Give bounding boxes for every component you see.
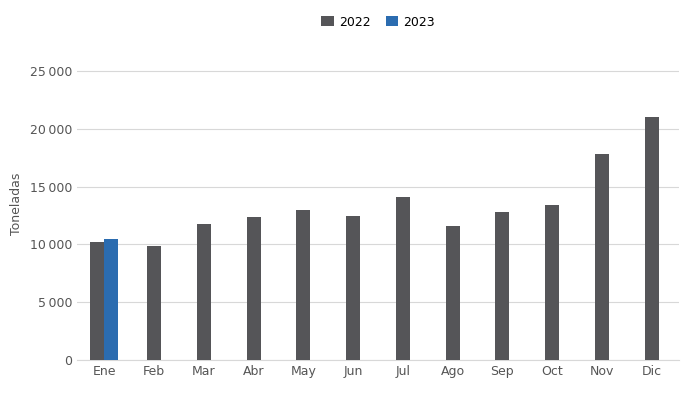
- Bar: [246, 217, 260, 360]
- Bar: [296, 210, 310, 360]
- Bar: [346, 216, 360, 360]
- Bar: [197, 224, 211, 360]
- Bar: [496, 212, 510, 360]
- Legend: 2022, 2023: 2022, 2023: [316, 10, 440, 34]
- Y-axis label: Toneladas: Toneladas: [10, 173, 23, 235]
- Bar: [446, 226, 460, 360]
- Bar: [595, 154, 609, 360]
- Bar: [104, 239, 118, 360]
- Bar: [545, 205, 559, 360]
- Bar: [90, 242, 104, 360]
- Bar: [147, 246, 161, 360]
- Bar: [396, 197, 410, 360]
- Bar: [645, 117, 659, 360]
